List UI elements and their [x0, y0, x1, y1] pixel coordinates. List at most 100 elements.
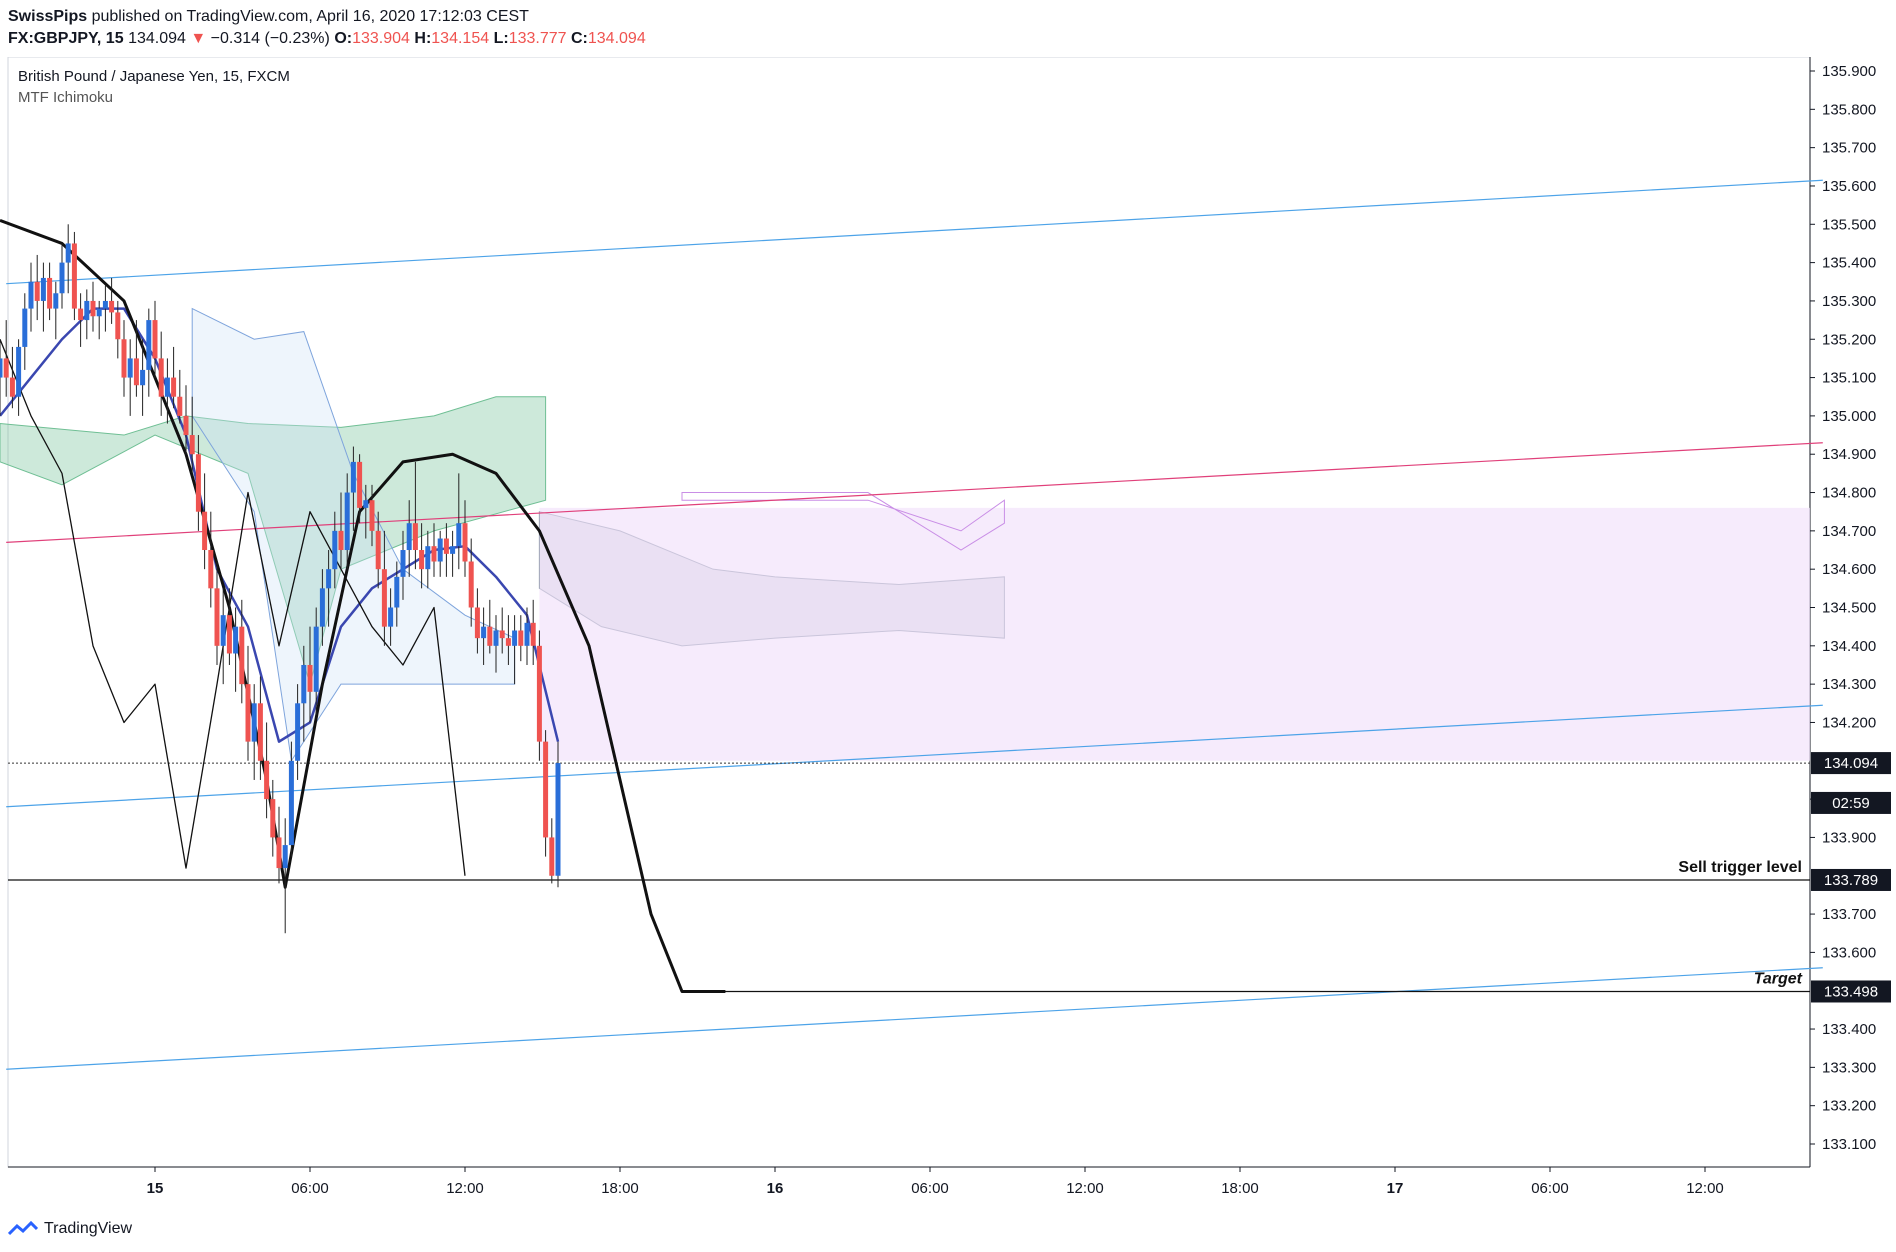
- channel-line-pink[interactable]: [6, 442, 1823, 543]
- footer-brand[interactable]: TradingView: [44, 1220, 133, 1237]
- candle-body[interactable]: [369, 500, 375, 531]
- candle-body[interactable]: [40, 277, 46, 301]
- candle-body[interactable]: [400, 550, 406, 577]
- annotation-label[interactable]: Target: [1754, 970, 1803, 987]
- candle-body[interactable]: [121, 339, 127, 378]
- candle-body[interactable]: [152, 320, 158, 359]
- candle-body[interactable]: [164, 377, 170, 397]
- candle-body[interactable]: [177, 396, 183, 416]
- annotation-label[interactable]: Sell trigger level: [1678, 859, 1802, 876]
- candle-body[interactable]: [394, 576, 400, 608]
- candle-body[interactable]: [505, 638, 511, 646]
- candle-body[interactable]: [512, 630, 518, 646]
- candle-body[interactable]: [375, 530, 381, 570]
- candle-body[interactable]: [437, 538, 443, 562]
- candle-body[interactable]: [549, 837, 555, 876]
- candle-body[interactable]: [71, 243, 77, 309]
- candle-body[interactable]: [65, 243, 71, 263]
- candle-body[interactable]: [431, 546, 437, 562]
- candle-body[interactable]: [357, 461, 363, 508]
- candle-body[interactable]: [288, 760, 294, 846]
- candle-body[interactable]: [468, 561, 474, 608]
- channel-line-lower[interactable]: [6, 967, 1823, 1070]
- candle-body[interactable]: [102, 300, 108, 309]
- candle-body[interactable]: [518, 630, 524, 646]
- price-chart[interactable]: 135.900 135.800 135.700 135.600 135.500 135.4…: [0, 56, 1896, 1207]
- candle-body[interactable]: [543, 741, 549, 838]
- candle-body[interactable]: [202, 511, 208, 551]
- candle-body[interactable]: [282, 845, 288, 869]
- candle-body[interactable]: [406, 523, 412, 551]
- candle-body[interactable]: [239, 626, 245, 685]
- candle-body[interactable]: [59, 262, 65, 294]
- candle-body[interactable]: [158, 358, 164, 397]
- candle-body[interactable]: [34, 281, 40, 301]
- candle-body[interactable]: [171, 377, 177, 397]
- chart-area[interactable]: 135.900 135.800 135.700 135.600 135.500 135.4…: [0, 56, 1896, 1207]
- candle-body[interactable]: [555, 763, 561, 876]
- candle-body[interactable]: [301, 664, 307, 704]
- candle-body[interactable]: [499, 630, 505, 639]
- candle-body[interactable]: [524, 622, 530, 646]
- candle-body[interactable]: [319, 588, 325, 627]
- candle-body[interactable]: [78, 308, 84, 321]
- candle-body[interactable]: [245, 684, 251, 742]
- candle-body[interactable]: [350, 461, 356, 493]
- candle-body[interactable]: [412, 523, 418, 551]
- candle-body[interactable]: [332, 530, 338, 570]
- indicator-name[interactable]: MTF Ichimoku: [18, 89, 114, 106]
- candle-body[interactable]: [226, 615, 232, 654]
- candle-body[interactable]: [474, 607, 480, 639]
- candle-body[interactable]: [456, 523, 462, 547]
- candle-body[interactable]: [28, 281, 34, 309]
- candle-body[interactable]: [493, 630, 499, 646]
- candle-body[interactable]: [208, 550, 214, 589]
- candle-body[interactable]: [127, 358, 133, 378]
- channel-line-upper[interactable]: [6, 179, 1823, 285]
- candle-body[interactable]: [481, 626, 487, 639]
- candle-body[interactable]: [326, 569, 332, 589]
- candle-body[interactable]: [96, 308, 102, 317]
- candle-body[interactable]: [443, 538, 449, 554]
- candle-body[interactable]: [276, 837, 282, 869]
- candle-body[interactable]: [344, 492, 350, 551]
- channel-line-mid[interactable]: [6, 704, 1823, 808]
- candle-body[interactable]: [84, 300, 90, 321]
- candle-body[interactable]: [220, 615, 226, 646]
- candle-body[interactable]: [388, 607, 394, 627]
- candle-body[interactable]: [338, 530, 344, 551]
- candle-body[interactable]: [3, 358, 9, 378]
- candle-body[interactable]: [425, 546, 431, 570]
- candle-body[interactable]: [257, 703, 263, 761]
- candle-body[interactable]: [381, 569, 387, 627]
- candle-body[interactable]: [313, 626, 319, 692]
- candle-body[interactable]: [189, 435, 195, 455]
- candle-body[interactable]: [115, 312, 121, 340]
- candle-body[interactable]: [9, 377, 15, 397]
- candle-body[interactable]: [146, 320, 152, 370]
- candle-body[interactable]: [53, 293, 59, 309]
- candle-body[interactable]: [419, 550, 425, 570]
- candle-body[interactable]: [0, 358, 3, 378]
- candle-body[interactable]: [264, 760, 270, 800]
- candle-body[interactable]: [462, 523, 468, 562]
- candle-body[interactable]: [109, 300, 115, 313]
- candle-body[interactable]: [183, 415, 189, 436]
- candle-body[interactable]: [133, 358, 139, 386]
- candle-body[interactable]: [195, 454, 201, 512]
- candle-body[interactable]: [270, 799, 276, 838]
- candle-body[interactable]: [487, 626, 493, 646]
- candle-body[interactable]: [22, 308, 28, 347]
- candle-body[interactable]: [363, 500, 369, 508]
- candle-body[interactable]: [450, 546, 456, 554]
- candle-body[interactable]: [47, 277, 53, 309]
- series-chikou[interactable]: [0, 339, 466, 876]
- candle-body[interactable]: [140, 369, 146, 386]
- publisher-name[interactable]: SwissPips: [8, 8, 88, 25]
- candle-body[interactable]: [16, 346, 22, 397]
- candle-body[interactable]: [251, 703, 257, 742]
- candle-body[interactable]: [90, 300, 96, 317]
- candle-body[interactable]: [536, 645, 542, 742]
- candle-body[interactable]: [214, 588, 220, 646]
- candle-body[interactable]: [530, 622, 536, 646]
